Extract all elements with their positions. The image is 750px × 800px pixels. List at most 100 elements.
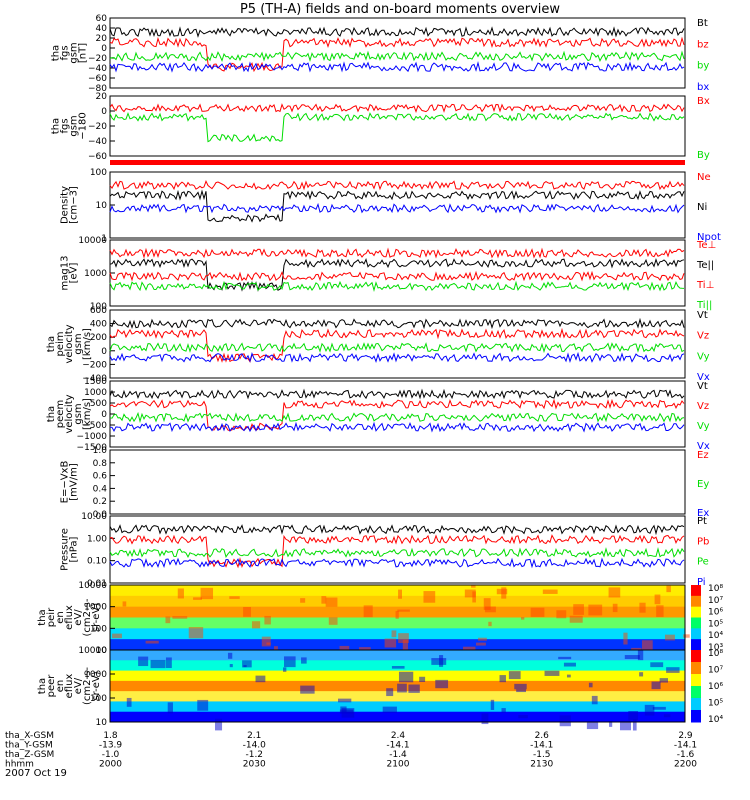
legend-entry: Vx: [697, 372, 710, 383]
spec-band: [110, 639, 685, 651]
y-tick-label: −40: [88, 64, 107, 74]
x-row-label: tha_Y-GSM: [5, 741, 53, 751]
spec-patch: [666, 585, 671, 593]
spec-patch: [397, 683, 407, 693]
spec-patch: [264, 615, 271, 625]
series-line: [109, 411, 685, 424]
plot-frame: [109, 380, 686, 448]
spec-band: [110, 701, 685, 713]
y-tick-label: 0.4: [93, 484, 108, 494]
legend-entry: By: [697, 150, 710, 161]
x-tick-label: -13.9: [99, 741, 123, 751]
spec-patch: [395, 610, 399, 619]
y-label-line: velocity: [64, 324, 75, 363]
series-line: [109, 342, 685, 354]
x-tick-label: 2130: [530, 760, 553, 770]
y-tick-label: 400: [90, 320, 107, 330]
colorbar-segment: [691, 698, 701, 711]
legend-entry: bx: [697, 82, 709, 93]
legend-entry: Ni: [697, 202, 707, 213]
series-line: [109, 534, 685, 569]
spec-patch: [188, 627, 204, 639]
spec-patch: [637, 650, 644, 661]
x-tick-label: 2000: [99, 760, 122, 770]
legend-entry: Vy: [697, 351, 710, 362]
spec-band: [110, 617, 685, 629]
legend-entry: Vy: [697, 421, 710, 432]
spec-patch: [516, 689, 526, 693]
series-line: [109, 179, 685, 191]
y-label-line: peir: [46, 607, 57, 627]
legend-entry: Ex: [697, 508, 709, 519]
spec-band: [110, 670, 685, 682]
colorbar-segment: [691, 650, 701, 663]
y-label-line: en: [55, 611, 66, 624]
spec-patch: [431, 658, 447, 665]
y-label-line: tha: [51, 118, 62, 134]
spec-patch: [652, 706, 666, 710]
colorbar-label: 10⁴: [708, 715, 723, 725]
spec-patch: [471, 585, 476, 588]
legend-entry: Vz: [697, 401, 709, 412]
y-tick-label: −60: [88, 152, 107, 162]
legend-entry: Npot: [697, 232, 721, 243]
spec-patch: [301, 657, 307, 664]
y-label-line: gsm: [69, 115, 80, 136]
spec-patch: [644, 704, 655, 716]
spec-patch: [665, 634, 675, 641]
y-tick-label: 0: [101, 347, 107, 357]
y-tick-label: 10.00: [81, 512, 107, 522]
spec-patch: [398, 589, 402, 599]
y-tick-label: −1000: [77, 432, 108, 442]
spec-patch: [628, 710, 639, 721]
y-label-line: gsm: [69, 42, 80, 63]
spec-patch: [663, 714, 671, 718]
spec-patch: [193, 597, 202, 600]
spec-band: [110, 711, 685, 723]
x-tick-label: 2200: [674, 760, 697, 770]
plot-frame: [109, 171, 686, 239]
spec-patch: [145, 640, 159, 644]
spec-patch: [569, 615, 583, 623]
y-tick-label: 40: [96, 24, 108, 34]
spec-patch: [556, 610, 567, 619]
series-line: [109, 270, 685, 282]
y-label-line: sr-eV): [91, 603, 102, 632]
y-axis-label-density: Density[cm−3]: [60, 186, 80, 224]
legend-peem: Vt Vz Vy Vx: [697, 381, 710, 452]
y-label-line: [eV]: [69, 263, 80, 284]
spec-patch: [608, 587, 621, 598]
spec-patch: [490, 699, 495, 710]
spec-patch: [197, 699, 209, 711]
spec-patch: [177, 588, 184, 599]
x-tick-label: -1.4: [389, 750, 407, 760]
spec-patch: [656, 605, 664, 617]
colorbar-segment: [691, 639, 701, 651]
spec-patch: [382, 706, 397, 713]
spec-patch: [402, 639, 408, 652]
spec-patch: [683, 634, 690, 638]
y-tick-label: −60: [88, 74, 107, 84]
legend-entry: Ti||: [696, 300, 712, 311]
legend-entry: Bx: [697, 96, 710, 107]
colorbar-segment: [691, 662, 701, 675]
y-tick-label: 60: [96, 14, 108, 24]
spec-patch: [122, 601, 127, 607]
x-tick-label: -14.0: [243, 741, 267, 751]
y-tick-label: 10000: [78, 646, 107, 656]
spec-patch: [639, 672, 644, 677]
legend-fgs2: Bx By: [697, 96, 710, 161]
y-tick-label: 100: [90, 694, 107, 704]
spec-patch: [588, 682, 593, 688]
plot-frame: [109, 309, 686, 379]
y-tick-label: 1: [101, 234, 107, 244]
y-tick-label: 10: [96, 646, 108, 656]
colorbar-segment: [691, 585, 701, 597]
spec-patch: [566, 674, 571, 678]
legend-entry: Te⊥: [696, 240, 716, 251]
legend-entry: bz: [697, 39, 709, 50]
